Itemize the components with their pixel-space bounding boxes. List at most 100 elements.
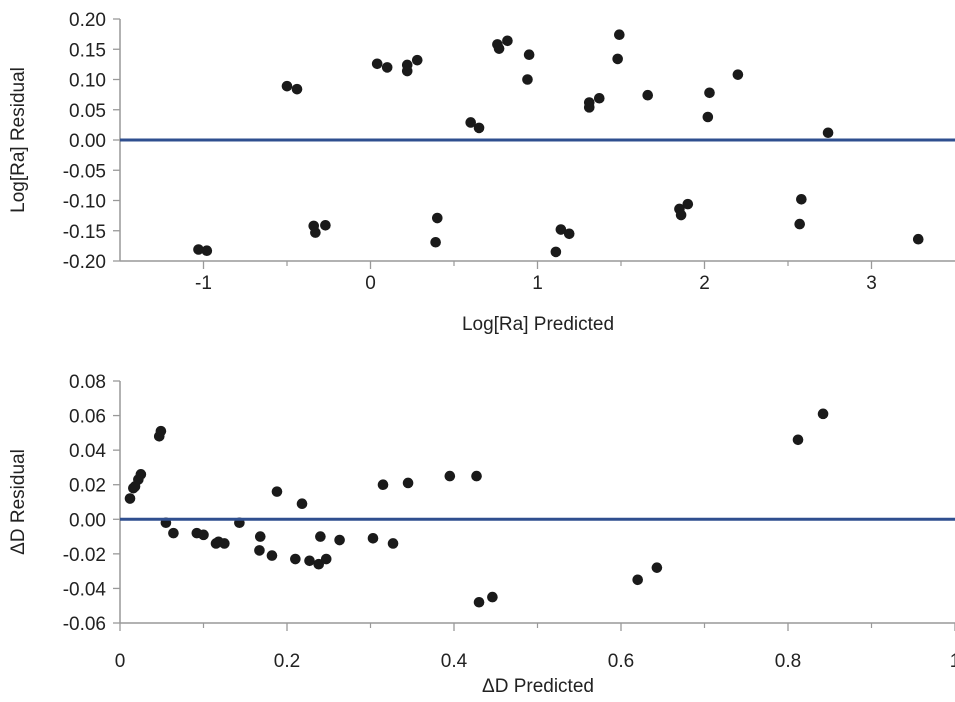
delta-d-data-point	[254, 531, 266, 542]
delta-d-y-tick-label: -0.04	[63, 579, 107, 600]
delta-d-data-point	[817, 408, 829, 420]
delta-d-data-point	[320, 553, 332, 565]
log-ra-data-point	[593, 92, 605, 104]
log-ra-y-tick-label: -0.20	[63, 252, 106, 273]
delta-d-y-tick-label: 0.04	[69, 441, 106, 462]
delta-d-y-tick-label: 0.00	[69, 510, 106, 531]
log-ra-data-point	[432, 212, 443, 224]
delta-d-data-point	[304, 555, 315, 567]
log-ra-data-point	[796, 193, 807, 205]
delta-d-data-point	[266, 550, 278, 561]
log-ra-data-point	[563, 228, 575, 240]
delta-d-y-tick-label: 0.02	[69, 476, 106, 497]
log-ra-x-tick-label: 2	[699, 273, 710, 294]
delta-d-y-tick-label: -0.06	[63, 614, 106, 635]
log-ra-data-point	[702, 111, 714, 123]
delta-d-data-point	[471, 470, 482, 482]
log-ra-x-tick-label: 3	[866, 273, 877, 294]
log-ra-data-point	[201, 245, 213, 257]
delta-d-data-point	[632, 574, 643, 586]
log-ra-x-tick-label: -1	[195, 273, 212, 294]
log-ra-data-point	[430, 236, 441, 248]
log-ra-data-point	[822, 127, 834, 139]
log-ra-data-point	[502, 35, 513, 47]
log-ra-y-ticks: 0.20 0.15 0.10 0.05 0.00 -0.05 -0.10 -0.15 -0.20	[63, 10, 120, 273]
log-ra-x-axis-label: Log[Ra] Predicted	[462, 314, 614, 335]
delta-d-data-point	[367, 533, 379, 544]
log-ra-y-tick-label: 0.20	[69, 10, 106, 31]
delta-d-x-tick-label: 1	[950, 651, 955, 672]
delta-d-data-point	[387, 538, 399, 549]
log-ra-data-point	[411, 54, 423, 66]
log-ra-data-point	[614, 29, 625, 41]
delta-d-y-ticks: 0.08 0.06 0.04 0.02 0.00 -0.02 -0.04 -0.06	[63, 372, 120, 635]
log-ra-data-point	[193, 244, 204, 255]
log-ra-y-tick-label: 0.05	[69, 101, 106, 122]
log-ra-data-point	[281, 80, 293, 92]
delta-d-y-tick-label: 0.06	[69, 407, 106, 428]
log-ra-data-point	[493, 43, 505, 54]
log-ra-residual-plot: -1 0 1 2 3 0.20 0.15 0.10 0.05 0.00 -0.05 -0.10 -0.…	[8, 10, 955, 335]
delta-d-data-point	[313, 558, 325, 570]
delta-d-x-tick-label: 0.8	[775, 651, 801, 672]
log-ra-x-ticks: -1 0 1 2 3	[195, 261, 877, 294]
delta-d-data-point	[377, 479, 389, 491]
delta-d-data-point	[651, 562, 663, 573]
log-ra-data-point	[291, 83, 303, 95]
delta-d-x-tick-label: 0.4	[441, 651, 468, 672]
delta-d-x-tick-label: 0	[115, 651, 126, 672]
delta-d-data-point	[254, 545, 265, 556]
delta-d-data-point	[271, 486, 283, 497]
delta-d-data-point	[402, 477, 414, 489]
log-ra-data-point	[381, 62, 393, 73]
log-ra-data-point	[642, 89, 654, 101]
log-ra-data-point	[912, 233, 924, 245]
log-ra-points	[193, 29, 924, 258]
delta-d-data-point	[334, 534, 345, 546]
delta-d-data-point	[487, 591, 498, 603]
log-ra-data-point	[682, 198, 694, 210]
delta-d-x-tick-label: 0.2	[274, 651, 300, 672]
delta-d-x-tick-label: 0.6	[608, 651, 634, 672]
delta-d-x-ticks: 0 0.2 0.4 0.6 0.8 1	[115, 623, 955, 672]
delta-d-data-point	[444, 470, 456, 482]
log-ra-data-point	[794, 218, 805, 230]
delta-d-y-tick-label: 0.08	[69, 372, 106, 393]
delta-d-points	[124, 408, 829, 608]
log-ra-y-axis-label: Log[Ra] Residual	[8, 67, 29, 213]
log-ra-data-point	[704, 87, 715, 99]
log-ra-y-tick-label: -0.10	[63, 192, 106, 213]
log-ra-x-tick-label: 1	[532, 273, 543, 294]
log-ra-x-tick-label: 0	[365, 273, 376, 294]
log-ra-y-tick-label: -0.15	[63, 222, 106, 243]
log-ra-data-point	[401, 65, 413, 77]
log-ra-data-point	[465, 117, 477, 128]
delta-d-data-point	[198, 529, 209, 541]
log-ra-data-point	[555, 224, 567, 235]
delta-d-data-point	[296, 498, 308, 510]
log-ra-data-point	[583, 102, 595, 113]
log-ra-data-point	[675, 209, 687, 221]
log-ra-data-point	[473, 122, 485, 134]
delta-d-x-axis-label: ΔD Predicted	[482, 676, 594, 697]
delta-d-data-point	[315, 531, 326, 542]
delta-d-data-point	[168, 527, 179, 539]
log-ra-y-tick-label: -0.05	[63, 161, 106, 182]
log-ra-data-point	[732, 69, 744, 80]
delta-d-data-point	[135, 469, 147, 480]
log-ra-data-point	[522, 74, 533, 85]
delta-d-y-axis-label: ΔD Residual	[8, 449, 29, 555]
log-ra-data-point	[612, 53, 623, 65]
log-ra-y-tick-label: 0.15	[69, 40, 106, 61]
delta-d-data-point	[290, 553, 301, 565]
log-ra-y-tick-label: 0.10	[69, 71, 106, 92]
delta-d-data-point	[792, 434, 804, 446]
delta-d-residual-plot: 0 0.2 0.4 0.6 0.8 1 0.08 0.06 0.04 0.02 0.00 -0.02…	[8, 372, 955, 697]
delta-d-data-point	[124, 493, 136, 504]
log-ra-data-point	[523, 49, 535, 60]
delta-d-y-tick-label: -0.02	[63, 545, 106, 566]
log-ra-data-point	[320, 220, 331, 231]
delta-d-data-point	[473, 596, 485, 608]
